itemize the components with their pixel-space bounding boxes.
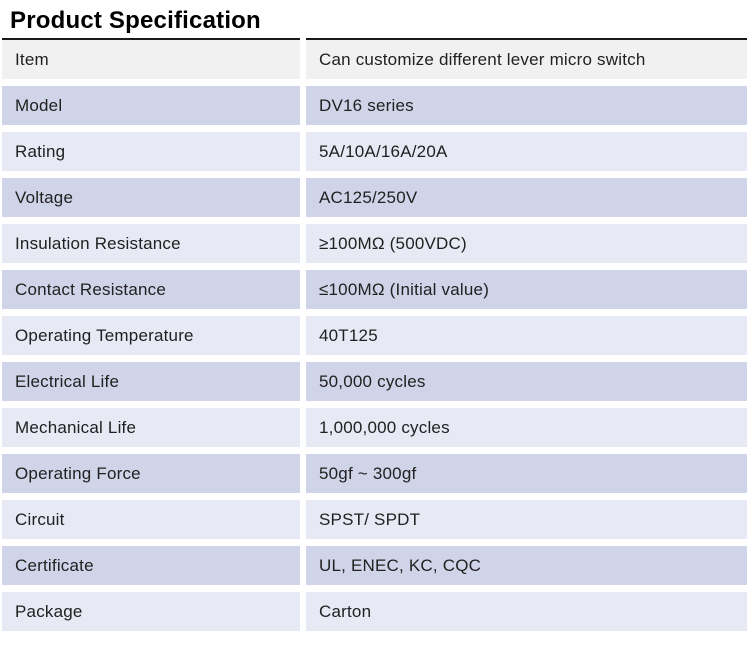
page-title: Product Specification [10,7,261,34]
spec-label-certificate: Certificate [2,546,300,585]
spec-label-package: Package [2,592,300,631]
spec-label-model: Model [2,86,300,125]
spec-value-contact-resistance: ≤100MΩ (Initial value) [306,270,747,309]
spec-value-package: Carton [306,592,747,631]
spec-label-contact-resistance: Contact Resistance [2,270,300,309]
spec-value-model: DV16 series [306,86,747,125]
spec-label-rating: Rating [2,132,300,171]
spec-value-operating-temperature: 40T125 [306,316,747,355]
spec-label-voltage: Voltage [2,178,300,217]
spec-value-item: Can customize different lever micro swit… [306,38,747,79]
spec-value-electrical-life: 50,000 cycles [306,362,747,401]
spec-label-operating-temperature: Operating Temperature [2,316,300,355]
spec-label-circuit: Circuit [2,500,300,539]
spec-value-rating: 5A/10A/16A/20A [306,132,747,171]
spec-value-operating-force: 50gf ~ 300gf [306,454,747,493]
spec-label-mechanical-life: Mechanical Life [2,408,300,447]
spec-table: Item Can customize different lever micro … [2,38,747,631]
spec-label-item: Item [2,38,300,79]
spec-label-operating-force: Operating Force [2,454,300,493]
spec-value-certificate: UL, ENEC, KC, CQC [306,546,747,585]
spec-value-circuit: SPST/ SPDT [306,500,747,539]
spec-label-insulation-resistance: Insulation Resistance [2,224,300,263]
spec-label-electrical-life: Electrical Life [2,362,300,401]
spec-value-voltage: AC125/250V [306,178,747,217]
spec-value-mechanical-life: 1,000,000 cycles [306,408,747,447]
spec-value-insulation-resistance: ≥100MΩ (500VDC) [306,224,747,263]
